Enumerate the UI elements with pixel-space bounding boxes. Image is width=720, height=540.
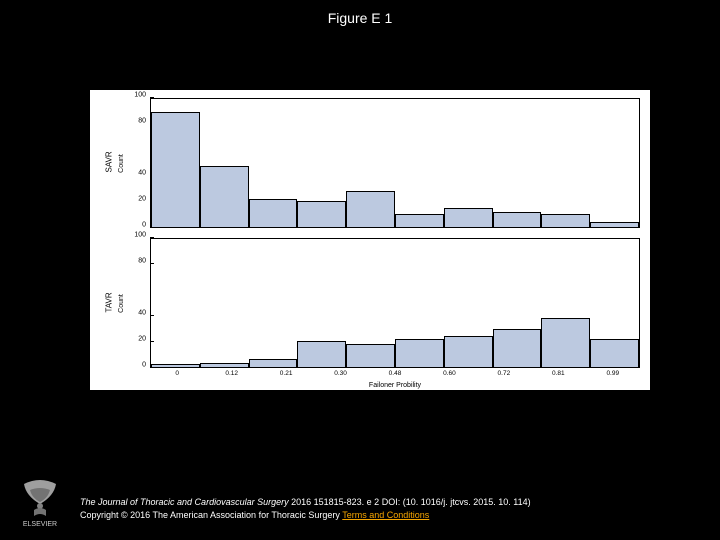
y-tick-label: 40 [138, 169, 146, 176]
bar [297, 201, 346, 227]
bar [346, 191, 395, 227]
x-tick-label: 0.81 [552, 370, 565, 377]
citation-line: The Journal of Thoracic and Cardiovascul… [80, 496, 700, 509]
logo-text: ELSEVIER [23, 521, 57, 528]
panel1-bars [151, 99, 639, 227]
x-tick-label: 0.30 [334, 370, 347, 377]
y-tick-label: 100 [134, 231, 146, 238]
elsevier-logo: ELSEVIER [14, 476, 66, 528]
x-tick-label: 0.60 [443, 370, 456, 377]
bar [395, 214, 444, 227]
bar [249, 359, 298, 367]
bar [200, 363, 249, 367]
x-tick-label: 0.48 [389, 370, 402, 377]
y-tick-label: 20 [138, 195, 146, 202]
bar [590, 222, 639, 227]
bar [297, 341, 346, 367]
footer: The Journal of Thoracic and Cardiovascul… [80, 496, 700, 522]
y-tick-label: 0 [142, 361, 146, 368]
bar [395, 339, 444, 367]
x-axis-label: Failoner Probility [150, 382, 640, 389]
y-tick-label: 20 [138, 335, 146, 342]
panel1-y-axis: 0204080100 [124, 98, 148, 228]
citation-rest: 2016 151815-823. e 2 DOI: (10. 1016/j. j… [289, 497, 531, 507]
x-tick-label: 0 [175, 370, 179, 377]
bar [541, 214, 590, 227]
y-tick-label: 100 [134, 91, 146, 98]
bar [444, 208, 493, 227]
bar [493, 329, 542, 367]
copyright-line: Copyright © 2016 The American Associatio… [80, 509, 700, 522]
y-tick-label: 80 [138, 117, 146, 124]
figure-title: Figure E 1 [0, 0, 720, 26]
panel2-bars [151, 239, 639, 367]
bar [493, 212, 542, 227]
bar [541, 318, 590, 367]
panel1-plot [150, 98, 640, 228]
chart-container: SAVR Count 0204080100 TAVR Count 0204080… [90, 90, 650, 390]
x-tick-label: 0.72 [498, 370, 511, 377]
panel2-ylabel: TAVR [105, 303, 114, 313]
bar [249, 199, 298, 227]
bar [151, 112, 200, 227]
bar [200, 166, 249, 227]
y-tick-label: 0 [142, 221, 146, 228]
x-tick-label: 0.99 [606, 370, 619, 377]
panel1-ylabel: SAVR [105, 163, 114, 173]
y-tick-label: 40 [138, 309, 146, 316]
panel2-y-axis: 0204080100 [124, 238, 148, 368]
bar [151, 364, 200, 367]
y-tick-label: 80 [138, 257, 146, 264]
x-tick-label: 0.12 [225, 370, 238, 377]
bar [346, 344, 395, 367]
panel2-plot [150, 238, 640, 368]
x-tick-label: 0.21 [280, 370, 293, 377]
x-axis: 0 0.12 0.21 0.30 0.48 0.60 0.72 0.81 0.99 [150, 370, 640, 382]
terms-link[interactable]: Terms and Conditions [342, 510, 429, 520]
bar [590, 339, 639, 367]
copyright-text: Copyright © 2016 The American Associatio… [80, 510, 342, 520]
journal-name: The Journal of Thoracic and Cardiovascul… [80, 497, 289, 507]
bar [444, 336, 493, 367]
